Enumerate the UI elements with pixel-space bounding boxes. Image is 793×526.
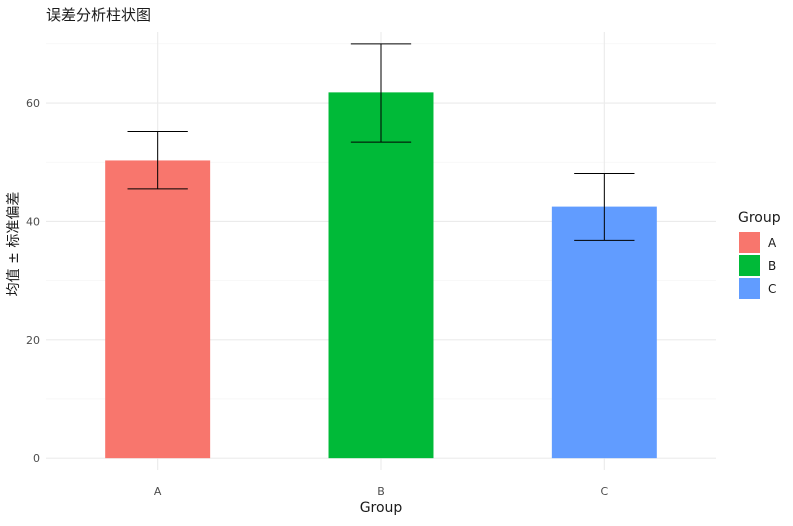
y-axis-ticks: 0 20 40 60 <box>26 97 40 465</box>
legend-item-a: A <box>739 232 777 253</box>
error-bar-c <box>574 172 635 241</box>
legend-label: A <box>768 236 777 250</box>
x-tick-label: A <box>154 485 162 498</box>
error-bar-b <box>350 43 412 143</box>
y-tick-label: 20 <box>26 334 40 347</box>
y-tick-label: 40 <box>26 215 40 228</box>
legend-swatch <box>739 278 760 299</box>
error-bars <box>127 43 635 241</box>
legend-swatch <box>739 232 760 253</box>
legend: Group ABC <box>738 210 781 299</box>
legend-label: B <box>768 259 776 273</box>
legend-item-c: C <box>739 278 776 299</box>
y-tick-label: 60 <box>26 97 40 110</box>
legend-item-b: B <box>739 255 776 276</box>
x-tick-label: B <box>377 485 385 498</box>
x-axis-ticks: A B C <box>154 485 609 498</box>
bar-a <box>105 160 211 459</box>
legend-swatch <box>739 255 760 276</box>
legend-label: C <box>768 282 776 296</box>
bar-b <box>328 92 434 459</box>
error-bar-a <box>127 130 188 190</box>
chart-title: 误差分析柱状图 <box>46 6 151 24</box>
x-axis-title: Group <box>360 500 403 516</box>
y-axis-title: 均值 ± 标准偏差 <box>6 192 22 297</box>
y-tick-label: 0 <box>33 452 40 465</box>
bars <box>105 92 657 459</box>
x-tick-label: C <box>600 485 608 498</box>
legend-title: Group <box>738 210 781 226</box>
bar-c <box>551 206 657 459</box>
